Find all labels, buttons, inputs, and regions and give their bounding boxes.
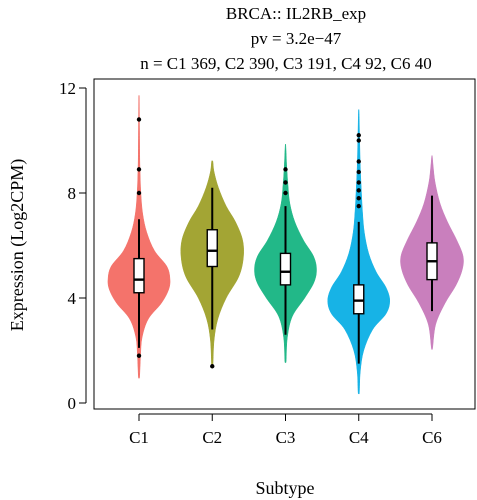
violin-series (107, 95, 464, 395)
y-tick-label: 12 (59, 79, 76, 98)
y-axis-label: Expression (Log2CPM) (7, 159, 28, 332)
plot-frame (93, 78, 476, 410)
outlier-point (210, 364, 215, 369)
outlier-point (136, 117, 142, 122)
x-axis-label: Subtype (255, 478, 314, 498)
violin-c4 (327, 109, 391, 395)
x-axis-ticks: C1 C2 C3 C4 C6 (129, 414, 442, 447)
x-tick-label: C6 (422, 428, 442, 447)
title-line-3: n = C1 369, C2 390, C3 191, C4 92, C6 40 (140, 54, 432, 73)
y-axis-ticks: 0 4 8 12 (59, 79, 86, 413)
iqr-box (206, 229, 218, 268)
outlier-point (356, 203, 361, 209)
iqr-box (353, 284, 365, 315)
y-tick-label: 4 (68, 289, 77, 308)
outlier-point (283, 180, 288, 185)
title-line-1: BRCA:: IL2RB_exp (226, 4, 366, 23)
chart-title: BRCA:: IL2RB_exp pv = 3.2e−47 n = C1 369… (140, 4, 432, 73)
violin-c2 (180, 160, 244, 369)
x-tick-label: C4 (349, 428, 369, 447)
outlier-point (356, 138, 361, 143)
iqr-box (279, 252, 292, 286)
outlier-point (356, 196, 361, 201)
y-tick-label: 0 (68, 394, 77, 413)
outlier-point (356, 180, 361, 185)
outlier-point (356, 169, 361, 175)
y-tick-label: 8 (68, 184, 77, 203)
iqr-box (133, 257, 145, 294)
outlier-point (356, 133, 361, 138)
outlier-point (136, 190, 142, 196)
outlier-point (283, 190, 288, 196)
violin-c6 (400, 155, 464, 350)
outlier-point (356, 159, 361, 164)
violin-c1 (107, 95, 171, 379)
x-tick-label: C2 (202, 428, 222, 447)
x-tick-label: C1 (129, 428, 149, 447)
outlier-point (136, 353, 142, 358)
outlier-point (283, 167, 288, 172)
x-tick-label: C3 (276, 428, 296, 447)
violin-c3 (254, 143, 317, 363)
title-line-2: pv = 3.2e−47 (251, 29, 342, 48)
outlier-point (136, 167, 142, 172)
outlier-point (356, 188, 361, 193)
